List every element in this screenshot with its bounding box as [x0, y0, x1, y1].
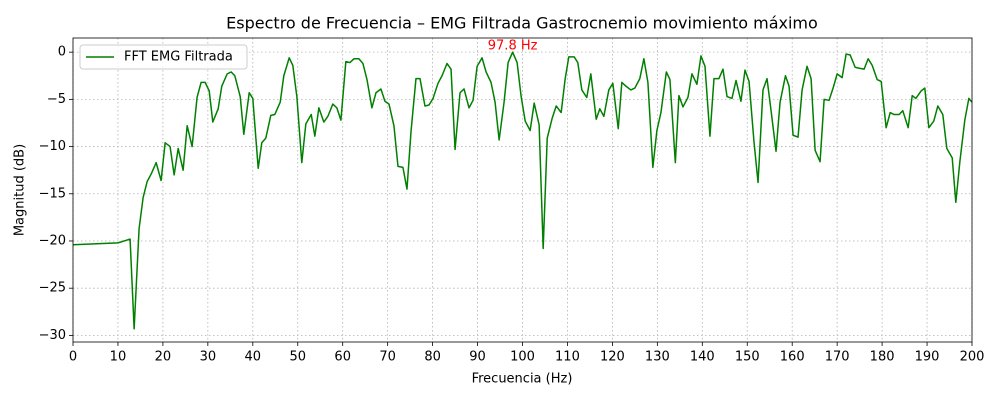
y-tick-label: −25 [39, 281, 66, 296]
y-axis-label: Magnitud (dB) [13, 144, 28, 236]
plot-frame [72, 37, 973, 343]
x-tick-label: 110 [555, 350, 580, 365]
x-tick-label: 150 [735, 350, 760, 365]
x-tick-label: 80 [424, 350, 441, 365]
x-tick-label: 30 [200, 350, 217, 365]
x-tick-label: 130 [645, 350, 670, 365]
y-tick-label: −15 [39, 186, 66, 201]
legend: FFT EMG Filtrada [79, 44, 248, 70]
x-tick-label: 90 [469, 350, 486, 365]
y-tick-label: −20 [39, 233, 66, 248]
x-tick-label: 160 [780, 350, 805, 365]
x-tick-label: 60 [334, 350, 351, 365]
chart-title: Espectro de Frecuencia – EMG Filtrada Ga… [226, 14, 818, 33]
y-tick-label: −10 [39, 139, 66, 154]
x-tick-label: 70 [379, 350, 396, 365]
x-tick-label: 40 [245, 350, 262, 365]
x-tick-label: 20 [155, 350, 172, 365]
x-tick-label: 140 [690, 350, 715, 365]
x-tick-label: 200 [960, 350, 985, 365]
x-tick-label: 180 [870, 350, 895, 365]
x-axis-label: Frecuencia (Hz) [472, 372, 573, 387]
annotation: 97.8 Hz [488, 39, 538, 54]
x-tick-label: 0 [69, 350, 77, 365]
y-tick-label: 0 [58, 45, 66, 60]
x-tick-label: 50 [289, 350, 306, 365]
y-tick-label: −5 [47, 92, 66, 107]
x-tick-label: 100 [510, 350, 535, 365]
x-tick-label: 190 [915, 350, 940, 365]
x-tick-label: 10 [110, 350, 127, 365]
x-tick-label: 120 [600, 350, 625, 365]
legend-label: FFT EMG Filtrada [124, 50, 233, 65]
legend-box [79, 44, 248, 70]
x-tick-label: 170 [825, 350, 850, 365]
data-line [72, 51, 973, 330]
y-tick-label: −30 [39, 328, 66, 343]
